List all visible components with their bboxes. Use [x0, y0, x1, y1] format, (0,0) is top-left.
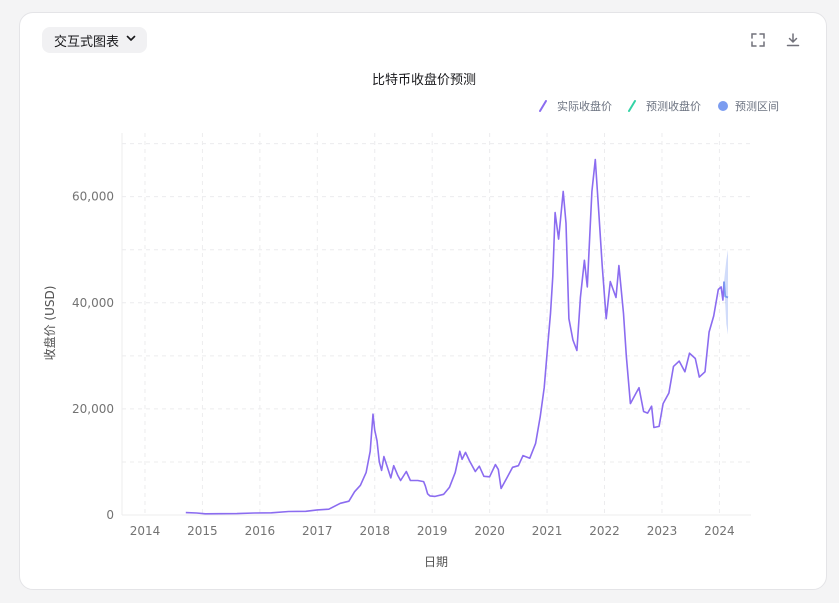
y-axis-label: 收盘价 (USD) [42, 286, 57, 361]
x-axis: 2014 2015 2016 2017 2018 2019 2020 2021 2022 2023… [130, 524, 735, 538]
x-axis-label: 日期 [424, 555, 448, 569]
y-tick-label: 0 [106, 508, 114, 522]
x-tick-label: 2015 [187, 524, 218, 538]
download-icon[interactable] [784, 31, 802, 49]
legend-label: 预测区间 [735, 100, 779, 113]
y-tick-label: 40,000 [72, 296, 114, 310]
chart-mode-label: 交互式图表 [54, 34, 120, 50]
x-tick-label: 2020 [474, 524, 505, 538]
chart-title: 比特币收盘价预测 [372, 72, 476, 88]
x-tick-label: 2022 [589, 524, 620, 538]
y-axis: 0 20,000 40,000 60,000 [72, 190, 114, 522]
actual-price-line [185, 158, 725, 515]
legend-swatch-line [628, 100, 636, 112]
legend-label: 实际收盘价 [557, 99, 612, 113]
chart-grid [121, 133, 751, 516]
chart-mode-dropdown[interactable]: 交互式图表 [42, 27, 148, 53]
y-tick-label: 60,000 [72, 190, 114, 204]
x-tick-label: 2014 [130, 524, 161, 538]
x-tick-label: 2017 [302, 524, 333, 538]
y-tick-label: 20,000 [72, 402, 114, 416]
x-tick-label: 2016 [245, 524, 276, 538]
prediction-interval-area [724, 249, 728, 335]
fullscreen-icon[interactable] [749, 31, 767, 49]
legend-swatch-line [539, 100, 547, 112]
x-tick-label: 2021 [532, 524, 563, 538]
chart-legend: 实际收盘价 预测收盘价 预测区间 [539, 99, 779, 113]
x-tick-label: 2018 [359, 524, 390, 538]
x-tick-label: 2023 [647, 524, 678, 538]
chart-series [185, 158, 729, 515]
legend-label: 预测收盘价 [646, 99, 701, 113]
chevron-down-icon [125, 32, 137, 48]
forecast-price-line [723, 281, 729, 299]
x-tick-label: 2024 [704, 524, 735, 538]
x-tick-label: 2019 [417, 524, 448, 538]
prediction-interval [724, 249, 728, 335]
legend-swatch-dot [718, 101, 728, 111]
chart-card: 交互式图表 [19, 12, 827, 590]
